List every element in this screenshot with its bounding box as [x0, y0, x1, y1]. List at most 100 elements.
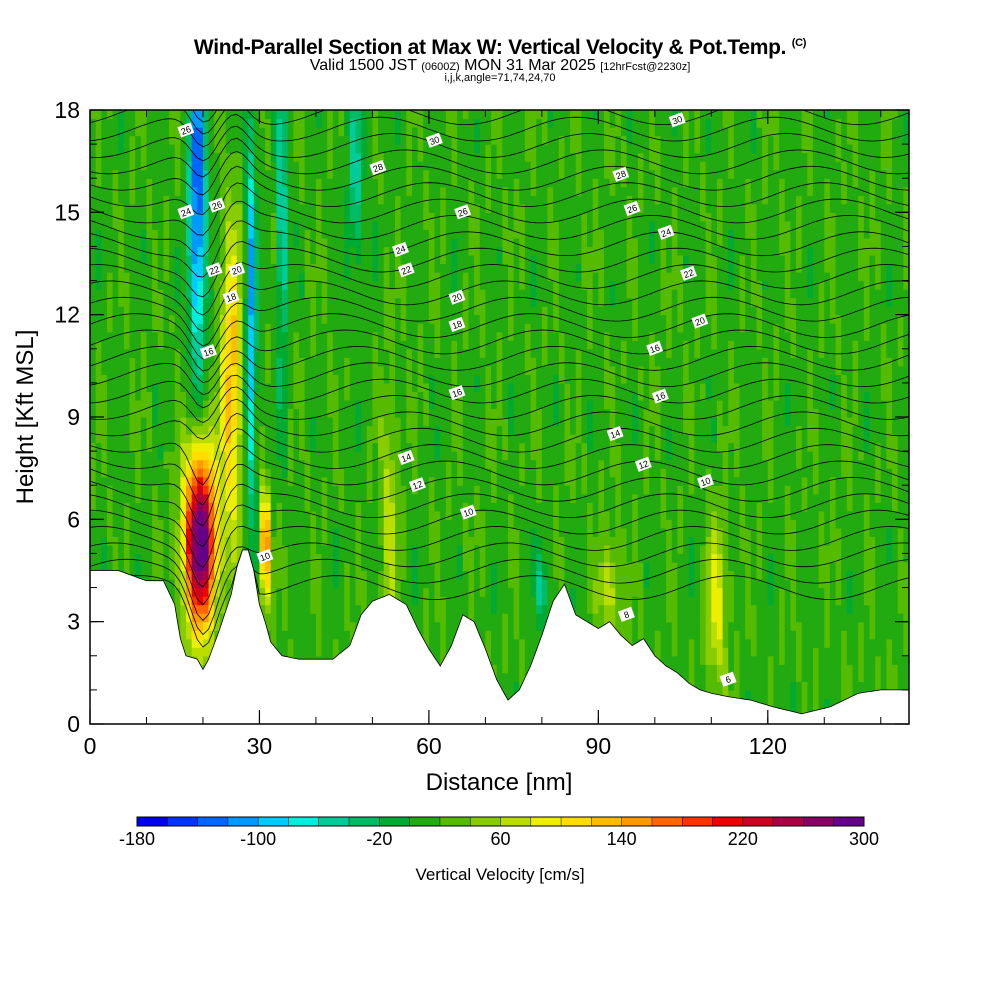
- field-cell: [197, 340, 204, 350]
- field-cell: [152, 127, 159, 137]
- field-cell: [236, 442, 244, 452]
- field-cell: [327, 323, 334, 333]
- field-cell: [163, 468, 170, 478]
- field-cell: [434, 237, 441, 248]
- field-cell: [287, 263, 294, 273]
- field-cell: [180, 365, 187, 375]
- field-cell: [411, 587, 419, 597]
- field-cell: [372, 229, 379, 239]
- field-cell: [372, 314, 379, 324]
- field-cell: [372, 451, 379, 461]
- field-cell: [259, 382, 266, 393]
- field-cell: [344, 442, 351, 452]
- field-cell: [355, 323, 362, 333]
- field-cell: [332, 118, 340, 128]
- field-cell: [327, 476, 334, 486]
- field-cell: [270, 297, 277, 307]
- field-cell: [214, 493, 221, 503]
- field-cell: [423, 127, 430, 137]
- field-cell: [327, 630, 334, 640]
- field-cell: [304, 621, 311, 631]
- field-cell: [219, 272, 227, 282]
- field-cell: [344, 110, 351, 120]
- field-cell: [282, 417, 289, 427]
- field-cell: [101, 434, 108, 444]
- field-cell: [372, 544, 379, 555]
- field-cell: [265, 621, 272, 631]
- field-cell: [248, 476, 255, 486]
- field-cell: [163, 169, 170, 179]
- field-cell: [366, 519, 374, 529]
- field-cell: [304, 408, 311, 418]
- field-cell: [90, 357, 97, 367]
- field-cell: [242, 536, 249, 546]
- field-cell: [423, 203, 430, 213]
- field-cell: [383, 220, 390, 230]
- field-cell: [265, 323, 272, 333]
- field-cell: [191, 493, 198, 503]
- field-cell: [225, 493, 232, 503]
- field-cell: [349, 561, 357, 572]
- field-cell: [451, 408, 458, 418]
- field-cell: [242, 493, 249, 503]
- field-cell: [395, 297, 402, 307]
- field-cell: [129, 519, 136, 529]
- field-cell: [349, 169, 357, 179]
- field-cell: [152, 417, 159, 427]
- field-cell: [90, 323, 97, 333]
- field-cell: [468, 570, 475, 580]
- field-cell: [152, 348, 159, 358]
- field-cell: [214, 434, 221, 444]
- field-cell: [101, 135, 108, 145]
- field-cell: [428, 544, 436, 555]
- field-cell: [338, 246, 345, 256]
- field-cell: [112, 434, 119, 444]
- field-cell: [355, 357, 362, 367]
- field-cell: [304, 638, 311, 648]
- field-cell: [146, 382, 153, 393]
- field-cell: [169, 587, 176, 597]
- field-cell: [265, 272, 272, 282]
- field-cell: [95, 374, 102, 384]
- field-cell: [417, 587, 424, 597]
- field-cell: [135, 212, 142, 222]
- field-cell: [191, 161, 198, 171]
- field-cell: [174, 451, 181, 461]
- field-cell: [95, 314, 102, 324]
- field-cell: [140, 331, 148, 341]
- field-cell: [236, 502, 244, 512]
- field-cell: [225, 229, 232, 239]
- field-cell: [265, 186, 272, 196]
- field-cell: [186, 647, 193, 657]
- field-cell: [135, 203, 142, 213]
- field-cell: [112, 246, 119, 256]
- field-cell: [344, 613, 351, 623]
- field-cell: [361, 399, 368, 410]
- field-cell: [445, 127, 453, 137]
- field-cell: [180, 451, 187, 461]
- field-cell: [298, 263, 306, 273]
- field-cell: [169, 220, 176, 230]
- field-cell: [270, 144, 277, 154]
- field-cell: [270, 502, 277, 512]
- field-cell: [174, 374, 181, 384]
- field-cell: [242, 502, 249, 512]
- field-cell: [259, 408, 266, 418]
- field-cell: [163, 382, 170, 393]
- field-cell: [95, 434, 102, 444]
- field-cell: [219, 579, 227, 589]
- field-cell: [310, 621, 317, 631]
- field-cell: [315, 161, 323, 171]
- field-cell: [186, 323, 193, 333]
- field-cell: [265, 110, 272, 120]
- field-cell: [400, 127, 407, 137]
- field-cell: [231, 254, 238, 265]
- field-cell: [270, 357, 277, 367]
- field-cell: [315, 169, 323, 179]
- chart-subtitle: Valid 1500 JST (0600Z) MON 31 Mar 2025 […: [0, 57, 1000, 75]
- field-cell: [321, 382, 328, 393]
- field-cell: [355, 331, 362, 341]
- field-cell: [202, 527, 210, 537]
- field-cell: [146, 442, 153, 452]
- field-cell: [265, 178, 272, 188]
